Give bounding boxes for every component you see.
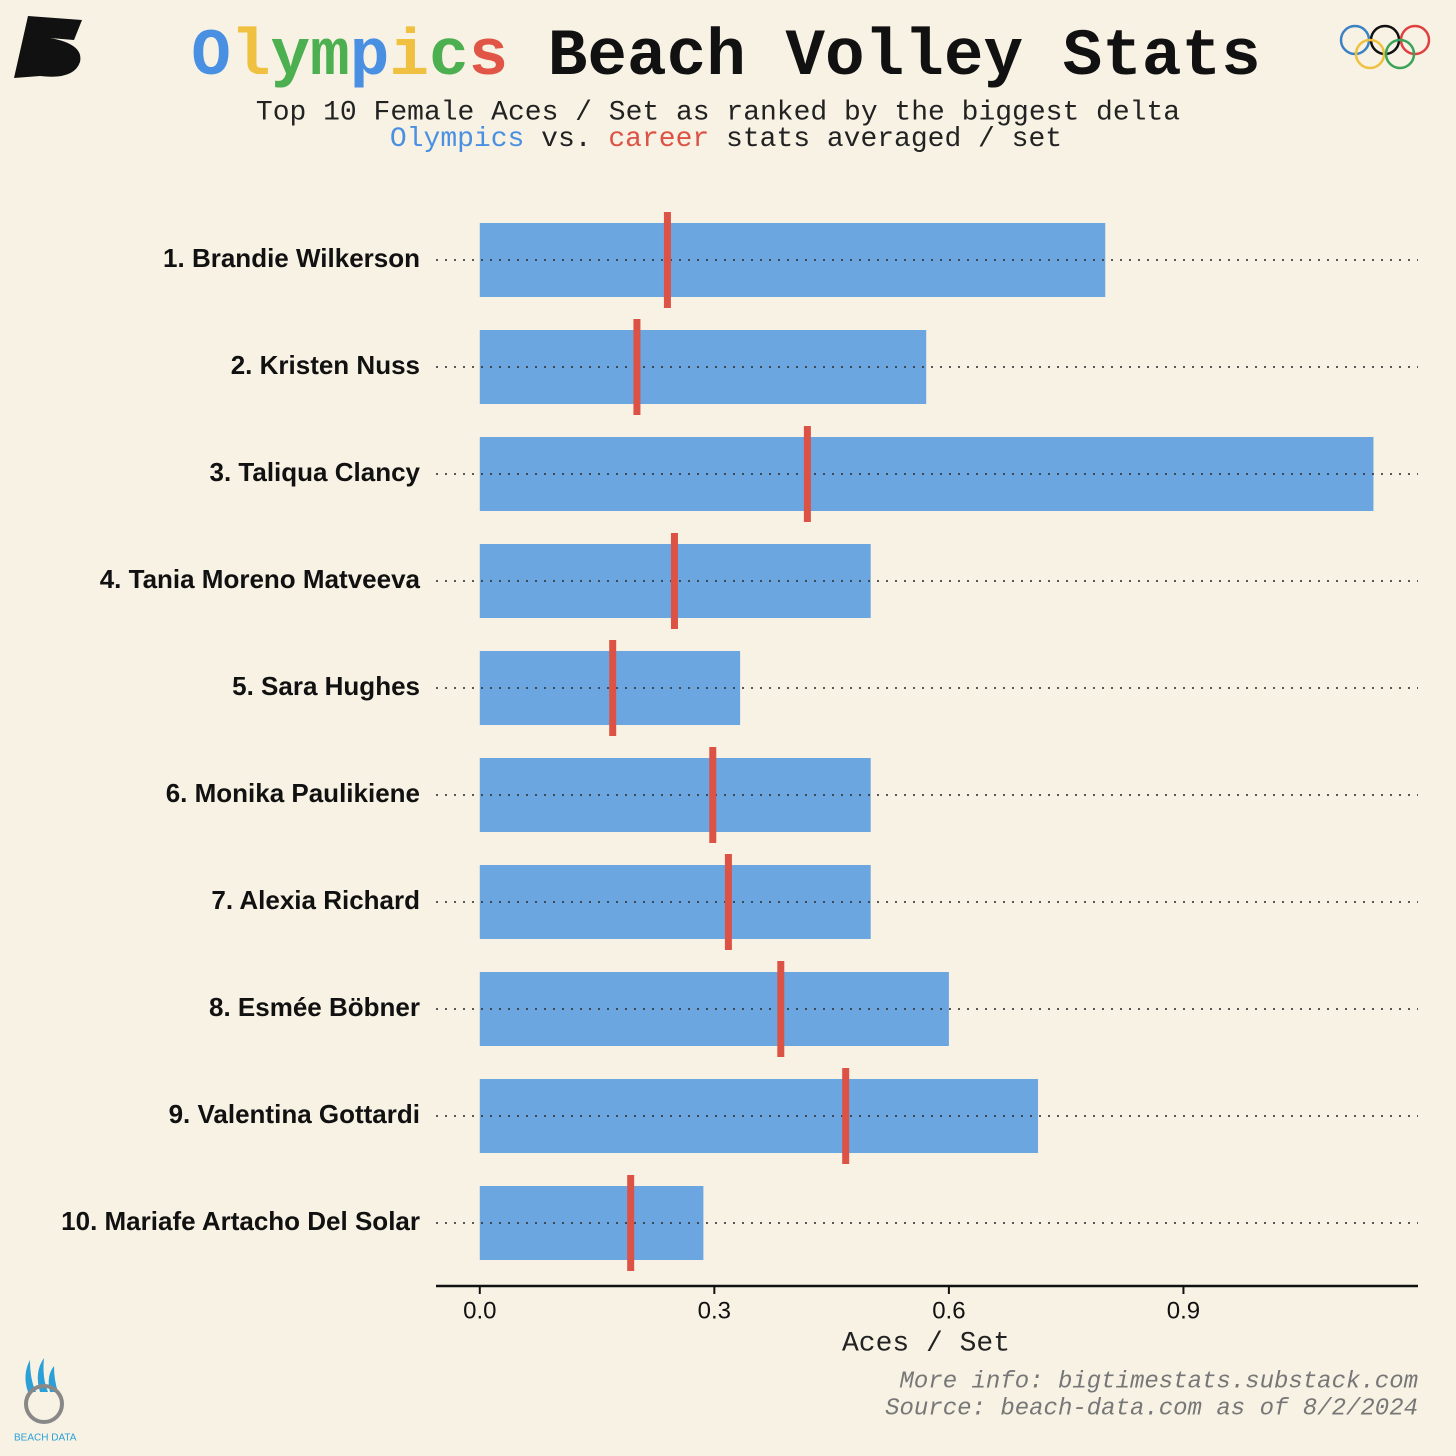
chart-title: Olympics Beach Volley Stats [191,19,1260,94]
title-letter: y [271,19,311,94]
bar [479,865,871,939]
footer: Source: beach-data.com as of 8/2/2024 [885,1395,1418,1422]
x-tick-label: 0.3 [698,1297,731,1324]
title-gap [508,19,548,94]
brand-logo [14,16,82,78]
x-axis-label: Aces / Set [842,1328,1010,1359]
y-tick-label: 5. Sara Hughes [232,671,420,701]
logo-text: BEACH DATA [14,1433,77,1444]
career-marker [663,212,671,308]
title-rest: Beach Volley Stats [548,19,1261,94]
career-marker [633,319,641,415]
title-letter: i [389,19,429,94]
y-tick-label: 2. Kristen Nuss [231,350,420,380]
bar [479,972,949,1046]
x-tick-label: 0.0 [463,1297,496,1324]
career-marker [803,426,811,522]
y-tick-label: 7. Alexia Richard [211,885,420,915]
subtitle-part: stats averaged / set [726,124,1062,155]
subtitle-part: vs. [541,124,591,155]
title-letter: c [429,19,469,94]
subtitle: Top 10 Female Aces / Set as ranked by th… [256,97,1180,128]
title-letter: l [231,19,271,94]
y-tick-label: 6. Monika Paulikiene [166,778,420,808]
x-tick-label: 0.6 [932,1297,965,1324]
title-letter: m [310,19,350,94]
title-letter: s [469,19,509,94]
bar [479,223,1106,297]
subtitle-legend: Olympics vs. career stats averaged / set [390,124,1062,155]
bar [479,1186,704,1260]
career-marker [777,961,785,1057]
career-marker [724,854,732,950]
career-marker [627,1175,635,1271]
x-tick-label: 0.9 [1167,1297,1200,1324]
y-tick-label: 4. Tania Moreno Matveeva [100,564,421,594]
y-tick-label: 10. Mariafe Artacho Del Solar [61,1206,420,1236]
y-tick-label: 3. Taliqua Clancy [210,457,421,487]
footer: More info: bigtimestats.substack.com [900,1368,1418,1395]
legend-olympics: Olympics [390,124,524,155]
career-marker [842,1068,850,1164]
title-letter: O [191,19,231,94]
career-marker [709,747,717,843]
bar [479,758,871,832]
olympic-rings [1339,24,1431,70]
title-word: Olympics [191,19,508,94]
legend-career: career [608,124,709,155]
y-tick-label: 9. Valentina Gottardi [169,1099,420,1129]
y-tick-label: 1. Brandie Wilkerson [163,243,420,273]
beach-data-logo: BEACH DATA [14,1358,77,1444]
bar [479,437,1374,511]
title-letter: p [350,19,390,94]
career-marker [609,640,617,736]
career-marker [670,533,678,629]
y-tick-label: 8. Esmée Böbner [209,992,420,1022]
